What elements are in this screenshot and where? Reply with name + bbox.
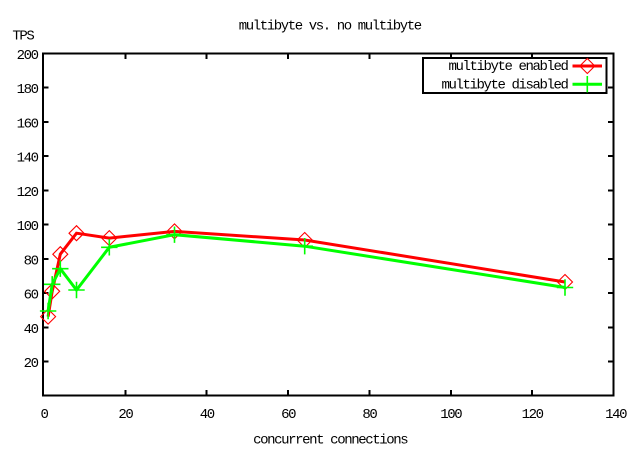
svg-text:140: 140 [605,407,627,423]
svg-text:180: 180 [17,82,39,98]
svg-text:60: 60 [281,407,296,423]
svg-text:multibyte disabled: multibyte disabled [441,77,568,93]
svg-text:60: 60 [24,288,39,304]
svg-text:20: 20 [118,407,133,423]
svg-text:40: 40 [24,322,39,338]
svg-text:160: 160 [17,116,39,132]
svg-text:140: 140 [17,151,39,167]
svg-text:concurrent connections: concurrent connections [253,432,408,448]
svg-text:multibyte enabled: multibyte enabled [448,59,568,75]
svg-text:0: 0 [40,407,48,423]
svg-text:200: 200 [17,48,39,64]
svg-text:multibyte vs. no multibyte: multibyte vs. no multibyte [239,18,422,34]
svg-text:100: 100 [440,407,462,423]
svg-text:TPS: TPS [12,29,34,45]
svg-text:20: 20 [24,356,39,372]
svg-text:80: 80 [362,407,377,423]
svg-text:40: 40 [200,407,215,423]
svg-text:80: 80 [24,253,39,269]
svg-text:120: 120 [17,185,39,201]
svg-text:100: 100 [17,219,39,235]
svg-text:120: 120 [522,407,544,423]
